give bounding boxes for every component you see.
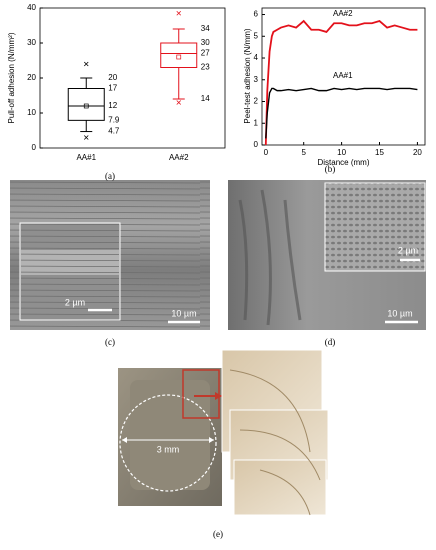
x-tick-label: 5 bbox=[301, 148, 306, 157]
mean bbox=[176, 54, 182, 60]
panel-label: (a) bbox=[105, 171, 115, 181]
value-label: 7.9 bbox=[108, 115, 120, 124]
outlier bbox=[176, 10, 182, 16]
y-tick-label: 4 bbox=[254, 53, 259, 62]
y-tick-label: 1 bbox=[254, 118, 259, 127]
value-label: 30 bbox=[201, 38, 210, 47]
x-tick-label: 0 bbox=[264, 148, 269, 157]
scale-bar-label: 3 mm bbox=[157, 444, 180, 454]
value-label: 27 bbox=[201, 49, 210, 58]
value-label: 23 bbox=[201, 63, 210, 72]
y-axis-label: Peel-test adhesion (N/mm) bbox=[243, 28, 252, 123]
y-tick-label: 40 bbox=[27, 3, 36, 12]
series-label: AA#1 bbox=[333, 71, 353, 80]
y-tick-label: 6 bbox=[254, 10, 259, 19]
y-tick-label: 30 bbox=[27, 38, 36, 47]
scale-bar-label: 2 µm bbox=[398, 245, 418, 255]
outlier bbox=[83, 61, 89, 67]
line bbox=[265, 87, 418, 139]
series-label: AA#2 bbox=[333, 9, 353, 18]
outlier bbox=[83, 135, 89, 140]
scale-bar-label: 10 µm bbox=[387, 308, 412, 318]
line bbox=[264, 19, 418, 146]
x-tick-label: 10 bbox=[337, 148, 346, 157]
scale-bar-label: 2 µm bbox=[65, 297, 85, 307]
mean bbox=[83, 103, 89, 109]
x-axis-label: Distance (mm) bbox=[317, 158, 369, 167]
value-label: 14 bbox=[201, 94, 210, 103]
plot-frame bbox=[261, 7, 426, 146]
x-tick-label: 15 bbox=[375, 148, 384, 157]
y-tick-label: 20 bbox=[27, 73, 36, 82]
outlier bbox=[176, 100, 182, 105]
x-tick-label: 20 bbox=[413, 148, 422, 157]
value-label: 4.7 bbox=[108, 127, 120, 136]
value-label: 12 bbox=[108, 101, 117, 110]
value-label: 20 bbox=[108, 73, 117, 82]
y-tick-label: 0 bbox=[254, 140, 259, 149]
y-axis-label: Pull-off adhesion (N/mm²) bbox=[7, 32, 16, 123]
photo-e: 3 mm bbox=[118, 349, 329, 516]
plot-frame bbox=[39, 7, 226, 149]
y-tick-label: 2 bbox=[254, 97, 259, 106]
y-tick-label: 3 bbox=[254, 75, 259, 84]
sem-image-d: 2 µm 10 µm bbox=[228, 180, 426, 330]
scale-bar-label: 10 µm bbox=[171, 308, 196, 318]
box bbox=[67, 88, 105, 121]
x-tick-label: AA#1 bbox=[76, 153, 96, 162]
value-label: 34 bbox=[201, 24, 210, 33]
x-tick-label: AA#2 bbox=[169, 153, 189, 162]
y-tick-label: 10 bbox=[27, 108, 36, 117]
panel-label: (b) bbox=[325, 164, 336, 174]
sem-image-c: 2 µm 10 µm bbox=[10, 180, 210, 330]
panel-label: (e) bbox=[213, 529, 223, 539]
y-tick-label: 0 bbox=[32, 143, 37, 152]
panel-label: (d) bbox=[325, 337, 336, 347]
box bbox=[160, 42, 198, 68]
panel-label: (c) bbox=[105, 337, 115, 347]
y-tick-label: 5 bbox=[254, 31, 259, 40]
value-label: 17 bbox=[108, 84, 117, 93]
